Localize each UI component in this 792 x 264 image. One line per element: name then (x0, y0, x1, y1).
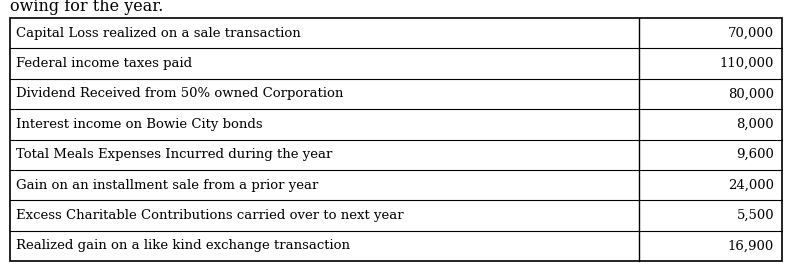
Text: 24,000: 24,000 (728, 178, 774, 192)
Text: Total Meals Expenses Incurred during the year: Total Meals Expenses Incurred during the… (17, 148, 333, 161)
Text: Excess Charitable Contributions carried over to next year: Excess Charitable Contributions carried … (17, 209, 404, 222)
Text: Realized gain on a like kind exchange transaction: Realized gain on a like kind exchange tr… (17, 239, 350, 252)
Text: Gain on an installment sale from a prior year: Gain on an installment sale from a prior… (17, 178, 318, 192)
Text: owing for the year.: owing for the year. (10, 0, 163, 15)
Text: 5,500: 5,500 (737, 209, 774, 222)
Text: Dividend Received from 50% owned Corporation: Dividend Received from 50% owned Corpora… (17, 87, 344, 100)
Text: 70,000: 70,000 (728, 27, 774, 40)
Text: Federal income taxes paid: Federal income taxes paid (17, 57, 192, 70)
Text: Capital Loss realized on a sale transaction: Capital Loss realized on a sale transact… (17, 27, 301, 40)
Text: 110,000: 110,000 (720, 57, 774, 70)
Text: 80,000: 80,000 (728, 87, 774, 100)
Text: Interest income on Bowie City bonds: Interest income on Bowie City bonds (17, 118, 263, 131)
Text: 8,000: 8,000 (737, 118, 774, 131)
Text: 9,600: 9,600 (737, 148, 774, 161)
Text: 16,900: 16,900 (728, 239, 774, 252)
